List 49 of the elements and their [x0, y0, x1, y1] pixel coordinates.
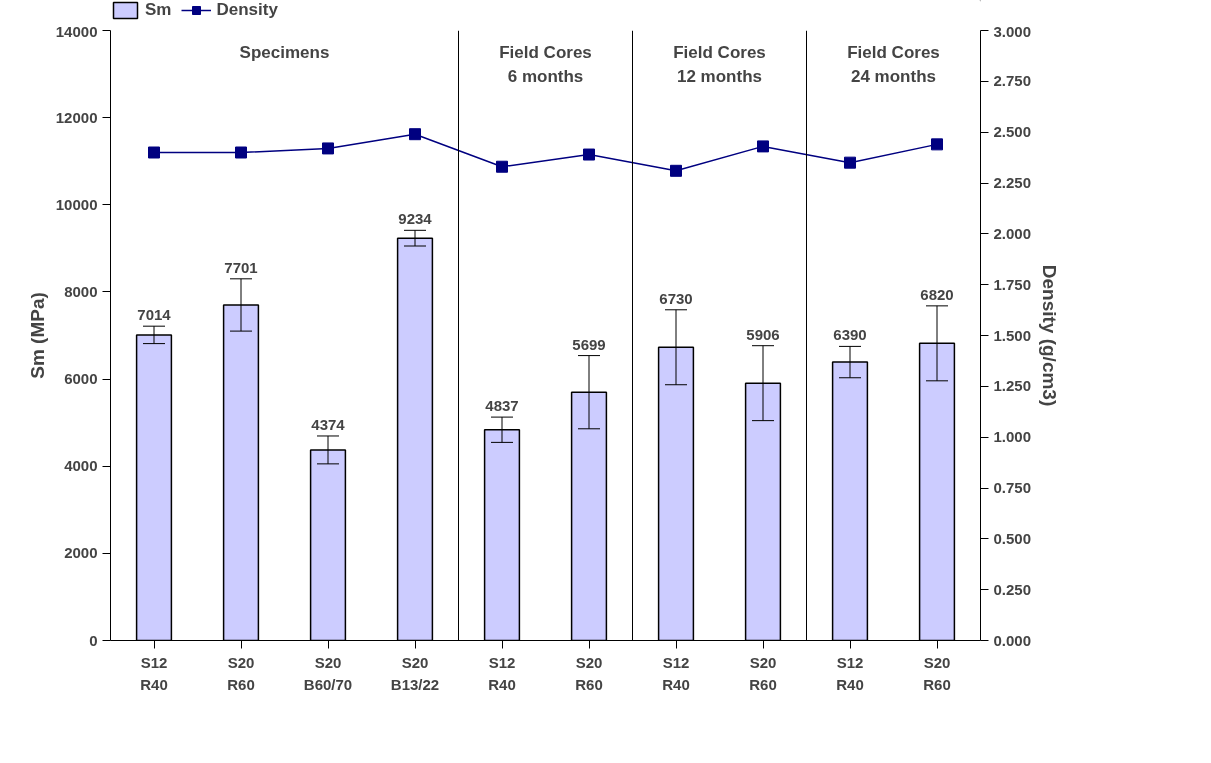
legend-label: Sm: [145, 0, 172, 20]
data-label: 6730: [659, 289, 693, 307]
x-tick-label: S20 B60/70: [303, 653, 353, 693]
y2-tick-label: 1.750: [993, 275, 1032, 293]
y-tick-label: 0: [89, 631, 98, 649]
y2-axis-title: Density (g/cm3): [1039, 264, 1061, 407]
y-tick-label: 6000: [64, 370, 98, 388]
y2-tick-label: 1.000: [993, 428, 1032, 446]
y2-tick-label: 1.500: [993, 326, 1032, 344]
annotation: Field Cores 6 months: [499, 42, 592, 87]
x-tick-label: S20 R60: [749, 653, 777, 693]
y2-tick-label: 2.500: [993, 123, 1032, 141]
x-tick-label: S12 R40: [488, 653, 516, 693]
x-tick-label: S12 R40: [140, 653, 168, 693]
x-tick-label: S20 R60: [575, 653, 603, 693]
y2-tick-label: 0.250: [993, 580, 1032, 598]
x-tick-label: S20 R60: [227, 653, 255, 693]
data-label: 4837: [485, 397, 519, 415]
data-label: 7014: [137, 306, 172, 324]
data-label: 6820: [920, 285, 954, 303]
x-tick-label: S20 R60: [923, 653, 951, 693]
y2-tick-label: 0.500: [993, 529, 1032, 547]
y-tick-label: 2000: [64, 544, 98, 562]
y2-tick-label: 2.000: [993, 224, 1032, 242]
data-label: 9234: [398, 210, 433, 228]
data-label: 4374: [311, 415, 346, 433]
annotation: Field Cores 12 months: [673, 42, 766, 87]
y-tick-label: 12000: [55, 108, 98, 126]
annotation: Specimens: [239, 42, 330, 62]
y-tick-label: 8000: [64, 282, 98, 300]
x-tick-label: S20 B13/22: [390, 653, 440, 693]
legend-label: Density: [216, 0, 278, 20]
x-tick-label: S12 R40: [836, 653, 864, 693]
y2-tick-label: 3.000: [993, 22, 1032, 40]
data-label: 7701: [224, 258, 258, 276]
y-tick-label: 4000: [64, 457, 98, 475]
data-label: 6390: [833, 326, 867, 344]
annotation: Field Cores 24 months: [847, 42, 940, 87]
y-tick-label: 10000: [55, 195, 98, 213]
y2-tick-label: 0.000: [993, 631, 1032, 649]
y2-tick-label: 0.750: [993, 479, 1032, 496]
y2-tick-label: 1.250: [993, 377, 1032, 395]
y-axis-title: Sm (MPa): [26, 292, 48, 379]
y2-tick-label: 2.750: [993, 72, 1032, 90]
y-tick-label: 14000: [55, 22, 98, 40]
data-label: 5699: [572, 335, 606, 353]
y2-tick-label: 2.250: [993, 174, 1032, 191]
x-tick-label: S12 R40: [662, 653, 690, 693]
data-label: 5906: [746, 325, 780, 343]
